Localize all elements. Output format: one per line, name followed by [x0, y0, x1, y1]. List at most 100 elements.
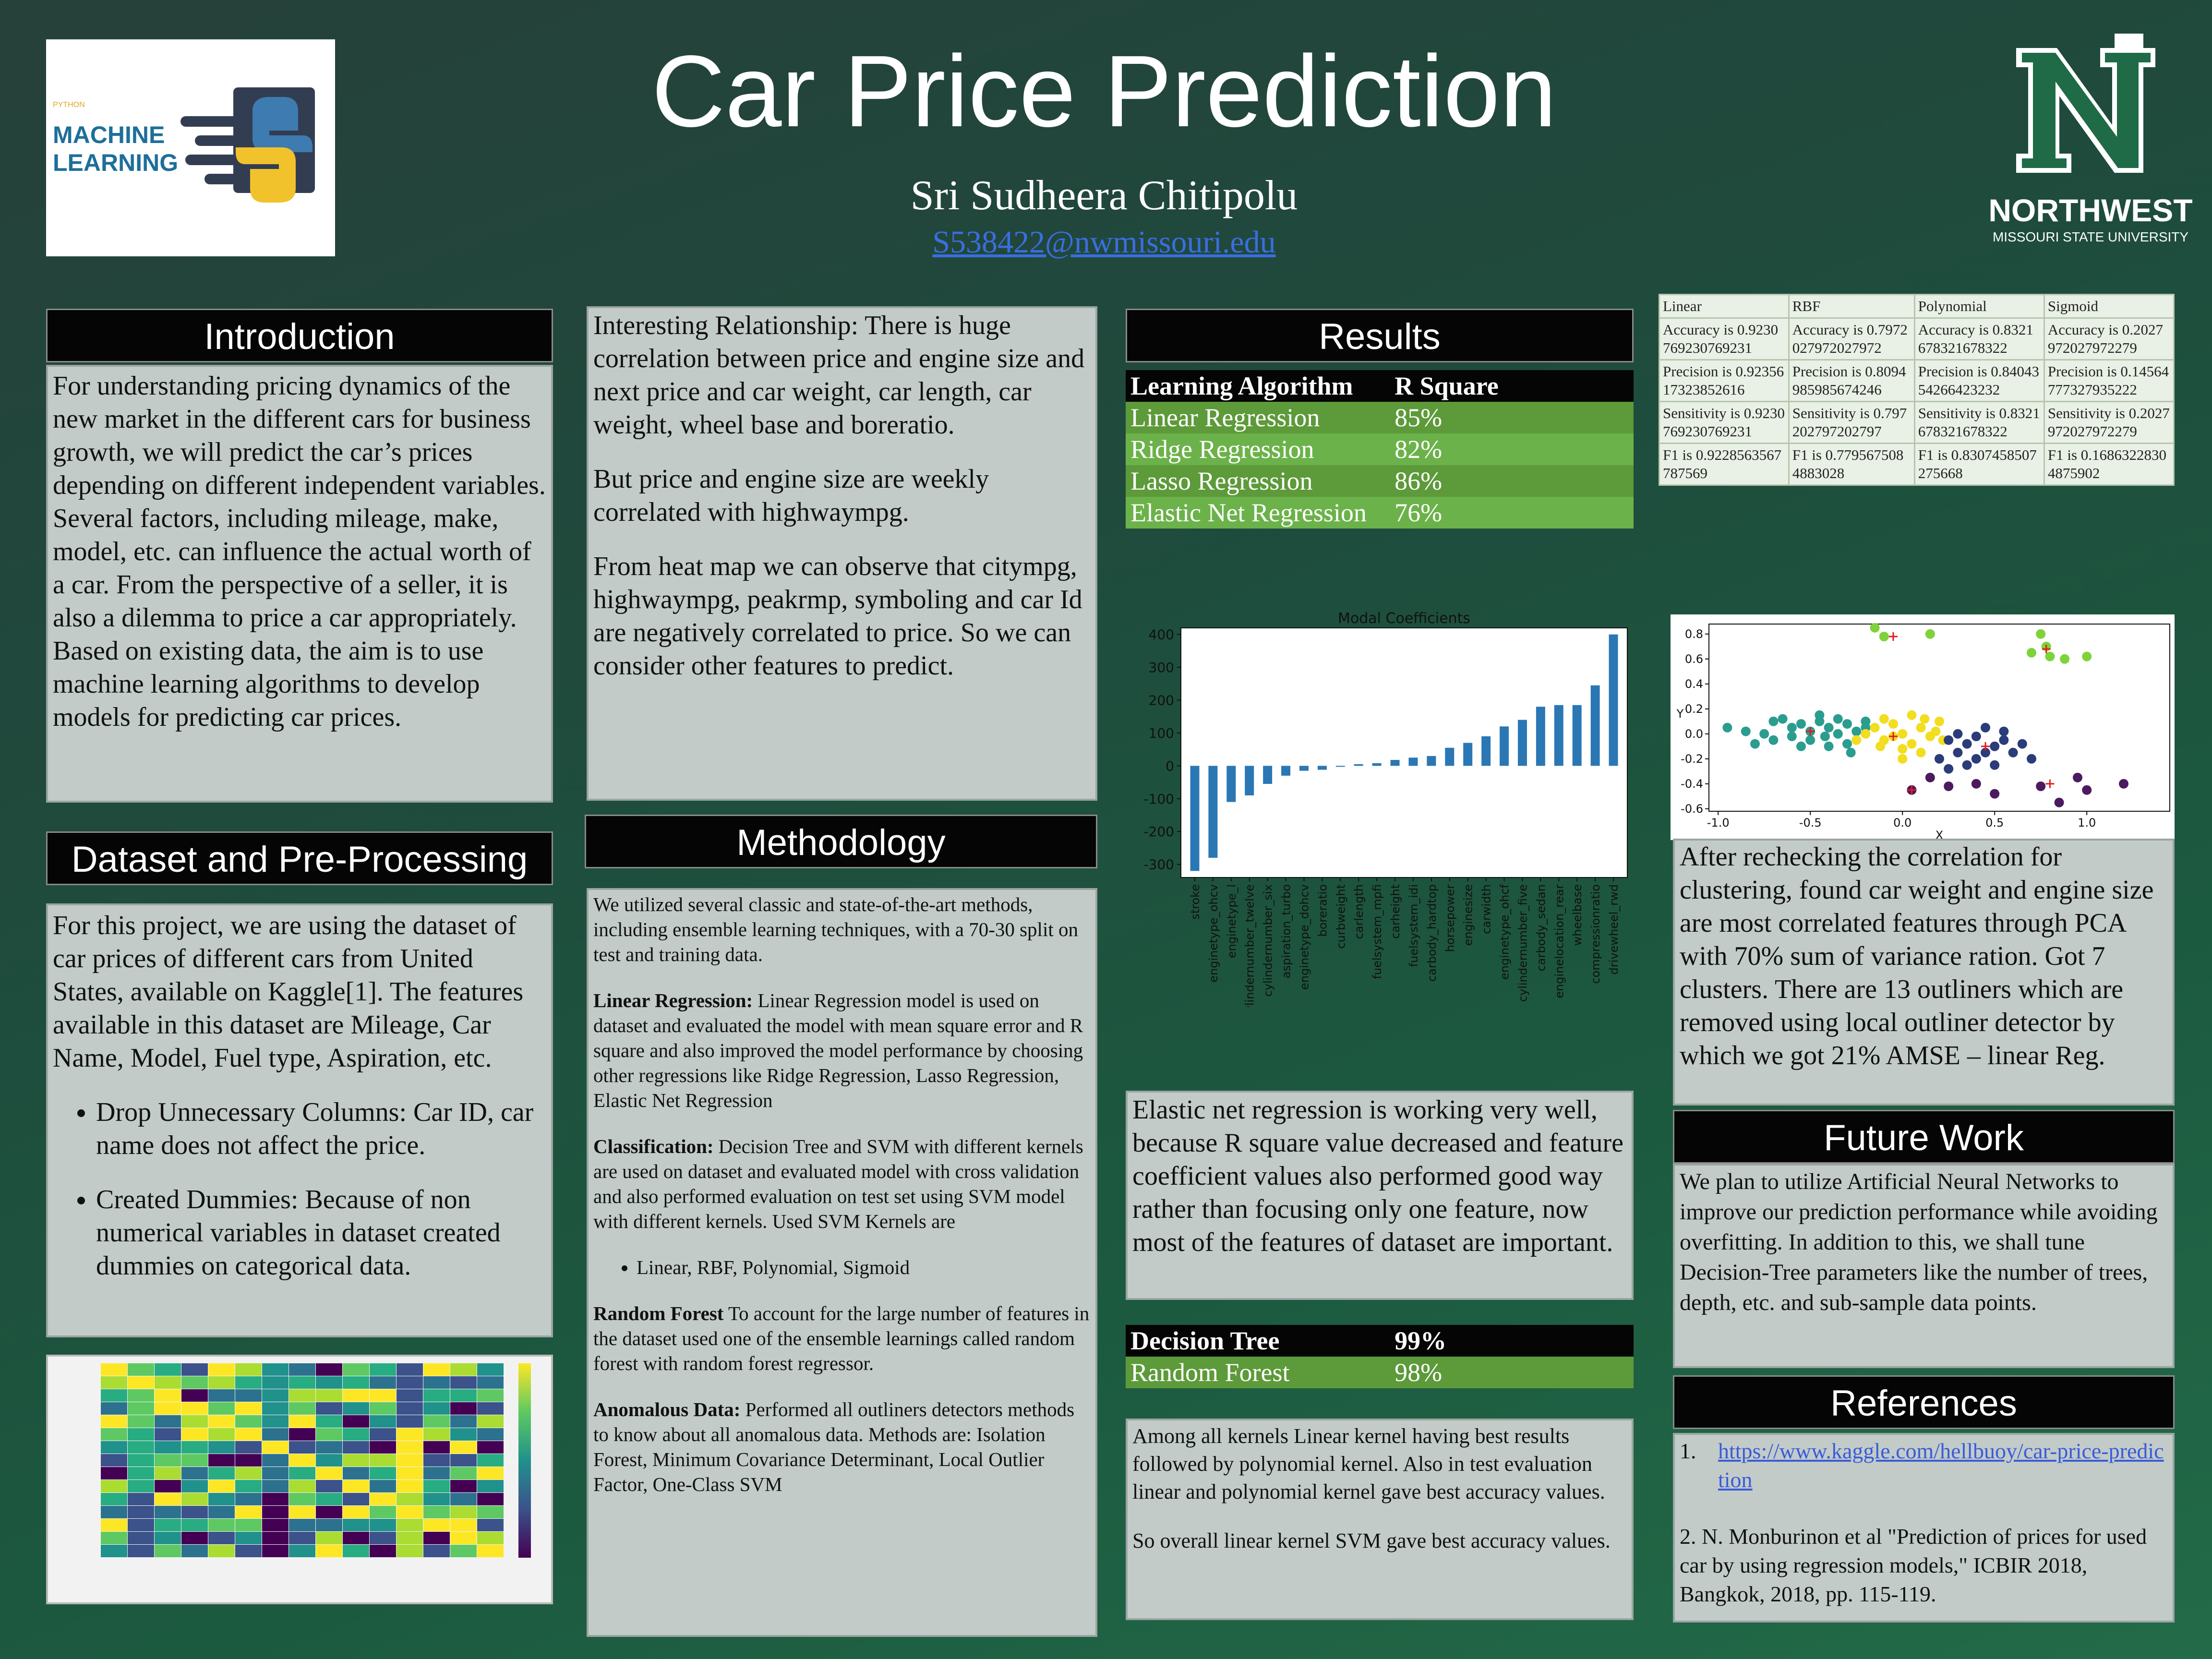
heatmap-cell	[343, 1402, 369, 1415]
heatmap-cell	[423, 1506, 450, 1518]
heatmap-cell	[101, 1415, 127, 1428]
heatmap-cell	[423, 1532, 450, 1544]
y-tick-label: -0.2	[1681, 752, 1703, 766]
heatmap-cell	[343, 1376, 369, 1389]
scatter-point	[1759, 729, 1769, 739]
heatmap-cell	[128, 1376, 154, 1389]
table-header-cell: Linear	[1659, 294, 1790, 319]
heatmap-cell	[477, 1467, 504, 1479]
scatter-point	[1861, 729, 1871, 739]
heatmap-cell	[370, 1506, 396, 1518]
heatmap-cell	[101, 1506, 127, 1518]
cluster-scatter-svg: -1.0 -0.5 0.0 0.5 1.0 -0.6 -0.4 -0.2 0.0 0.2 0.4 0.…	[1676, 623, 2170, 842]
heatmap-cell	[181, 1454, 208, 1467]
y-tick-label: 300	[1149, 660, 1174, 675]
reference-item-1: 1. https://www.kaggle.com/hellbuoy/car-p…	[1680, 1437, 2168, 1494]
bar	[1190, 766, 1200, 871]
y-tick-label: -300	[1143, 857, 1174, 873]
heatmap-cell	[289, 1441, 315, 1454]
heatmap-cell	[289, 1532, 315, 1544]
table-header-cell: Polynomial	[1913, 294, 2045, 319]
scatter-point	[1990, 741, 2000, 751]
heatmap-cell	[101, 1467, 127, 1479]
table-cell: Accuracy is 0.7972027972027972	[1788, 317, 1915, 361]
future-work-box: We plan to utilize Artificial Neural Net…	[1673, 1164, 2175, 1368]
heatmap-cell	[155, 1506, 181, 1518]
heatmap-cell	[397, 1519, 423, 1531]
heatmap-cell	[235, 1480, 262, 1492]
heatmap-cell	[423, 1454, 450, 1467]
heatmap-cell	[155, 1493, 181, 1505]
table-cell: 82%	[1390, 433, 1634, 465]
scatter-point	[1944, 781, 1954, 791]
heatmap-cell	[316, 1415, 342, 1428]
scatter-point	[1971, 754, 1981, 764]
heatmap-cell	[343, 1415, 369, 1428]
heatmap-colorbar	[518, 1363, 531, 1558]
classification-label: Classification:	[593, 1135, 714, 1157]
heatmap-cell	[208, 1376, 235, 1389]
table-header-cell: Sigmoid	[2043, 294, 2175, 319]
heatmap-cell	[477, 1519, 504, 1531]
author-email-link[interactable]: S538422@nwmissouri.edu	[932, 225, 1276, 260]
table-cell: 85%	[1390, 402, 1634, 433]
heatmap-cell	[477, 1441, 504, 1454]
heatmap-cell	[262, 1467, 289, 1479]
bar	[1354, 764, 1363, 766]
scatter-point	[1879, 714, 1889, 724]
heatmap-cell	[397, 1376, 423, 1389]
y-tick-label: 0	[1166, 758, 1174, 774]
scatter-point	[1787, 732, 1797, 741]
y-tick-label: -0.4	[1681, 777, 1703, 791]
dataset-box: For this project, we are using the datas…	[46, 903, 553, 1337]
y-tick-label: 200	[1149, 693, 1174, 709]
table-cell: Precision is 0.8094985985674246	[1788, 359, 1915, 402]
scatter-point	[1920, 714, 1930, 724]
heatmap-cell	[262, 1402, 289, 1415]
heatmap-cell	[397, 1363, 423, 1376]
heatmap-cell	[450, 1532, 477, 1544]
bar	[1445, 747, 1455, 766]
heatmap-cell	[450, 1467, 477, 1479]
heatmap-cell	[155, 1480, 181, 1492]
heatmap-cell	[208, 1519, 235, 1531]
heatmap-cell	[423, 1467, 450, 1479]
bar	[1335, 766, 1345, 767]
heatmap-cell	[289, 1545, 315, 1557]
scatter-point	[1962, 739, 1972, 749]
heatmap-cell	[370, 1467, 396, 1479]
tree-table-wrap: Decision Tree 99% Random Forest 98%	[1126, 1325, 1634, 1388]
bar	[1245, 766, 1254, 795]
heatmap-cell	[477, 1480, 504, 1492]
heatmap-cell	[235, 1493, 262, 1505]
x-tick-label: 0.0	[1893, 816, 1911, 830]
heatmap-cell	[343, 1545, 369, 1557]
heatmap-cell	[450, 1389, 477, 1402]
future-work-header: Future Work	[1673, 1110, 2175, 1164]
table-cell: F1 is 0.8307458507275668	[1913, 443, 2045, 486]
x-tick-label: enginetype_l	[1225, 884, 1238, 958]
coefficients-chart-svg: Modal Coefficients -300 -200 -100 0 100 200 300…	[1143, 610, 1628, 1019]
scatter-point	[2008, 747, 2018, 757]
reference-link[interactable]: https://www.kaggle.com/hellbuoy/car-pric…	[1718, 1439, 2164, 1492]
x-tick-label: enginetype_dohcv	[1298, 884, 1311, 990]
heatmap-cell	[101, 1545, 127, 1557]
x-tick-label: -0.5	[1799, 816, 1822, 830]
heatmap-cell	[235, 1532, 262, 1544]
heatmap-cell	[397, 1506, 423, 1518]
x-tick-label: carwidth	[1480, 884, 1493, 934]
heatmap-cell	[101, 1389, 127, 1402]
heatmap-cell	[343, 1506, 369, 1518]
heatmap-cell	[208, 1480, 235, 1492]
scatter-point	[1787, 722, 1797, 733]
methodology-header: Methodology	[585, 815, 1097, 868]
y-tick-label: -100	[1143, 791, 1174, 807]
heatmap-cell	[316, 1441, 342, 1454]
scatter-point	[1815, 710, 1825, 720]
heatmap-cell	[181, 1506, 208, 1518]
heatmap-cell	[370, 1402, 396, 1415]
heatmap-cell	[181, 1415, 208, 1428]
scatter-point	[1898, 729, 1908, 739]
heatmap-cell	[370, 1441, 396, 1454]
x-tick-label: enginesize	[1462, 884, 1475, 946]
